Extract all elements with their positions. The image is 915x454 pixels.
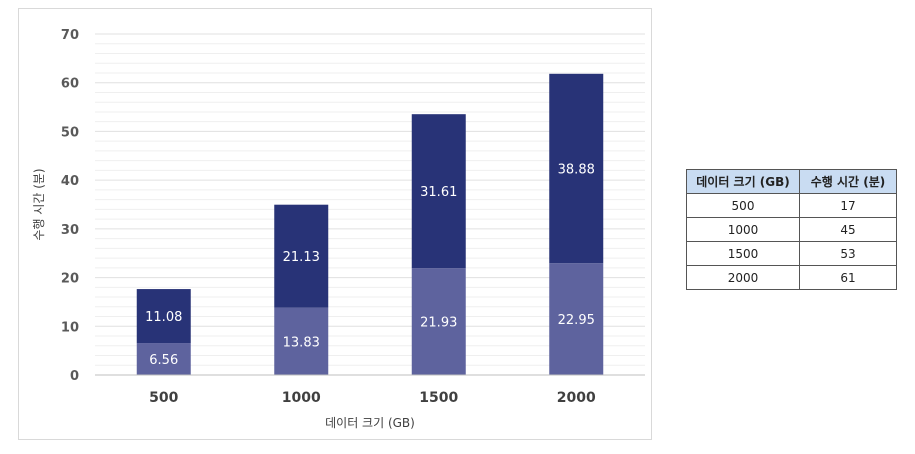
table-row: 1000 45 <box>686 217 897 242</box>
y-tick-label: 60 <box>61 77 79 92</box>
stacked-bar-chart: 0 10 20 30 40 50 60 70 6.56 11.08 13.83 21.13 21.93… <box>31 28 645 430</box>
bar-segment <box>549 73 604 264</box>
bar-segment <box>136 289 191 344</box>
bar-segment <box>136 343 191 375</box>
data-label: 11.08 <box>145 310 182 325</box>
y-axis-ticks: 0 10 20 30 40 50 60 70 <box>61 28 79 384</box>
bar-segment <box>411 268 466 375</box>
chart-frame: 0 10 20 30 40 50 60 70 6.56 11.08 13.83 21.13 21.93… <box>18 8 652 440</box>
table-cell-size: 1000 <box>686 217 800 242</box>
table-cell-time: 61 <box>799 265 897 290</box>
bar-segment <box>274 307 329 375</box>
data-label: 22.95 <box>558 313 595 328</box>
y-tick-label: 70 <box>61 28 79 43</box>
bar-labels: 6.56 11.08 13.83 21.13 21.93 31.61 22.95 38.88 <box>145 163 595 369</box>
x-axis-title: 데이터 크기 (GB) <box>325 416 415 430</box>
data-label: 31.61 <box>420 185 457 200</box>
y-tick-label: 20 <box>61 272 79 287</box>
y-axis-title: 수행 시간 (분) <box>31 168 46 240</box>
y-tick-label: 50 <box>61 125 79 140</box>
data-label: 21.13 <box>283 250 320 265</box>
table-header-size: 데이터 크기 (GB) <box>686 169 800 194</box>
table-header-time: 수행 시간 (분) <box>799 169 897 194</box>
x-tick-label: 1000 <box>282 390 321 406</box>
table-cell-size: 1500 <box>686 241 800 266</box>
y-tick-label: 0 <box>70 369 79 384</box>
table-row: 2000 61 <box>686 265 897 290</box>
table-header-row: 데이터 크기 (GB) 수행 시간 (분) <box>686 169 897 194</box>
data-label: 21.93 <box>420 316 457 331</box>
data-label: 38.88 <box>558 163 595 178</box>
table-cell-time: 17 <box>799 193 897 218</box>
table-cell-time: 45 <box>799 217 897 242</box>
data-table: 데이터 크기 (GB) 수행 시간 (분) 500 17 1000 45 150… <box>686 169 897 290</box>
table-row: 500 17 <box>686 193 897 218</box>
data-label: 6.56 <box>149 353 178 368</box>
bar-segment <box>411 114 466 269</box>
x-axis-ticks: 500 1000 1500 2000 <box>149 390 596 406</box>
bar-segment <box>274 204 329 308</box>
bars <box>136 73 604 375</box>
y-tick-label: 10 <box>61 320 79 335</box>
table-cell-time: 53 <box>799 241 897 266</box>
table-row: 1500 53 <box>686 241 897 266</box>
x-tick-label: 2000 <box>557 390 596 406</box>
bar-segment <box>549 263 604 375</box>
y-tick-label: 40 <box>61 174 79 189</box>
y-tick-label: 30 <box>61 223 79 238</box>
x-tick-label: 1500 <box>419 390 458 406</box>
table-cell-size: 2000 <box>686 265 800 290</box>
table-cell-size: 500 <box>686 193 800 218</box>
x-tick-label: 500 <box>149 390 178 406</box>
data-label: 13.83 <box>283 335 320 350</box>
